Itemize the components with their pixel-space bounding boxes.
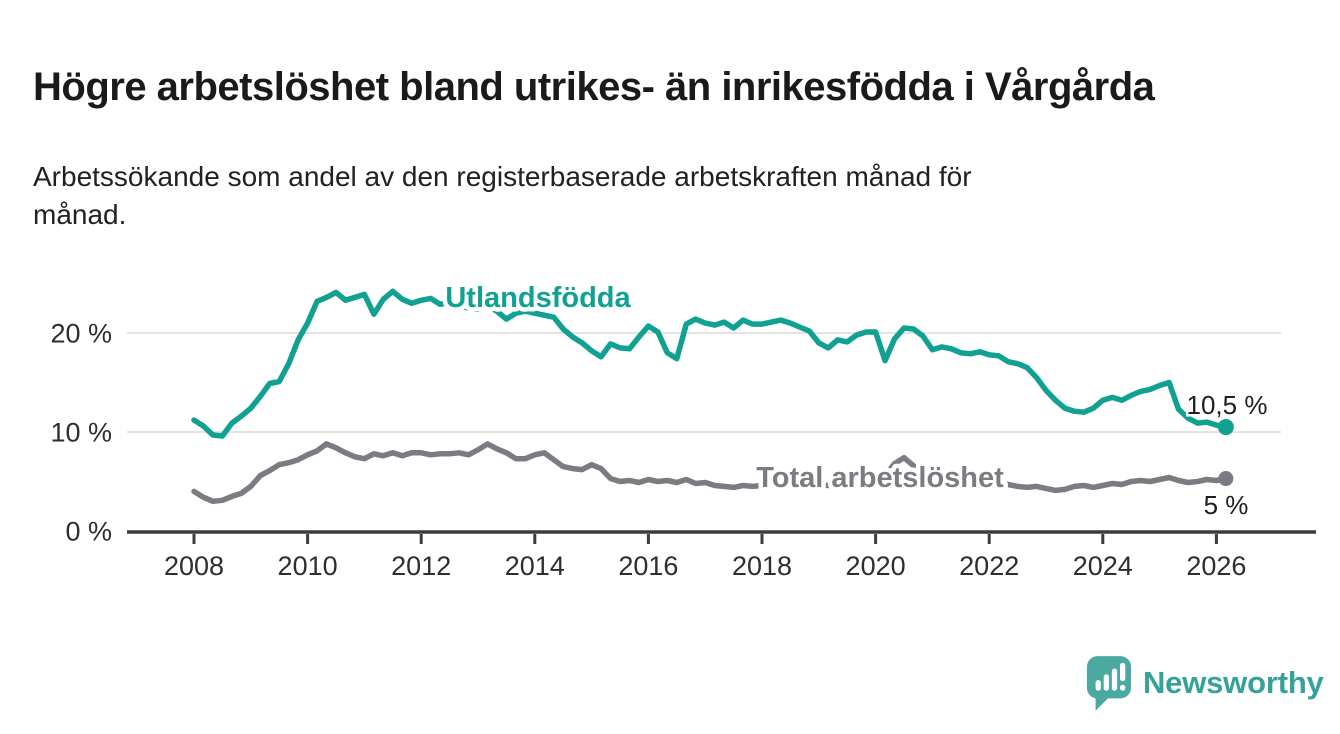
series-lines [191,288,1234,505]
y-tick-label: 20 % [50,319,112,349]
end-value-label-total-arbetsloshet: 5 % [1204,490,1249,520]
logo-bar-3 [1111,668,1118,691]
x-tick-label: 2010 [278,551,338,581]
series-line-utlandsfodda [191,288,1229,439]
x-tick-label: 2018 [732,551,792,581]
x-tick-label: 2024 [1073,551,1133,581]
bar-chart-speech-bubble-icon [1086,656,1132,711]
logo-bar-2 [1103,674,1109,691]
newsworthy-logo: Newsworthy [1086,655,1324,711]
end-value-label-utlandsfodda: 10,5 % [1187,390,1268,420]
x-tick-label: 2026 [1186,551,1246,581]
y-tick-label: 10 % [50,418,112,448]
x-tick-label: 2022 [959,551,1019,581]
x-tick-label: 2014 [505,551,565,581]
x-tick-label: 2012 [391,551,451,581]
series-end-dot-utlandsfodda [1217,419,1234,436]
logo-exclamation-bar [1120,662,1126,682]
logo-exclamation-dot [1120,684,1126,691]
x-tick-label: 2008 [164,551,224,581]
x-tick-label: 2016 [618,551,678,581]
series-end-dot-total-arbetsloshet [1218,471,1234,487]
x-axis [127,530,1316,544]
x-axis-labels: 2008 2010 2012 2014 2016 2018 2020 2022 2024 2026 [164,551,1246,581]
logo-bar-1 [1095,680,1101,691]
gridlines [127,332,1281,433]
chart-subtitle: Arbetssökande som andel av den registerb… [33,161,972,230]
series-labels: Utlandsfödda 10,5 % Total arbetslöshet 5 % [441,278,1270,523]
logo-wordmark: Newsworthy [1143,665,1324,700]
x-tick-label: 2020 [846,551,906,581]
series-label-utlandsfodda: Utlandsfödda [445,282,631,314]
y-tick-label: 0 % [65,517,112,547]
y-axis-labels: 20 % 10 % 0 % [50,319,112,547]
page-title: Högre arbetslöshet bland utrikes- än inr… [33,64,1155,109]
series-line-total-arbetsloshet [191,441,1229,505]
series-label-total-arbetsloshet: Total arbetslöshet [756,462,1004,494]
